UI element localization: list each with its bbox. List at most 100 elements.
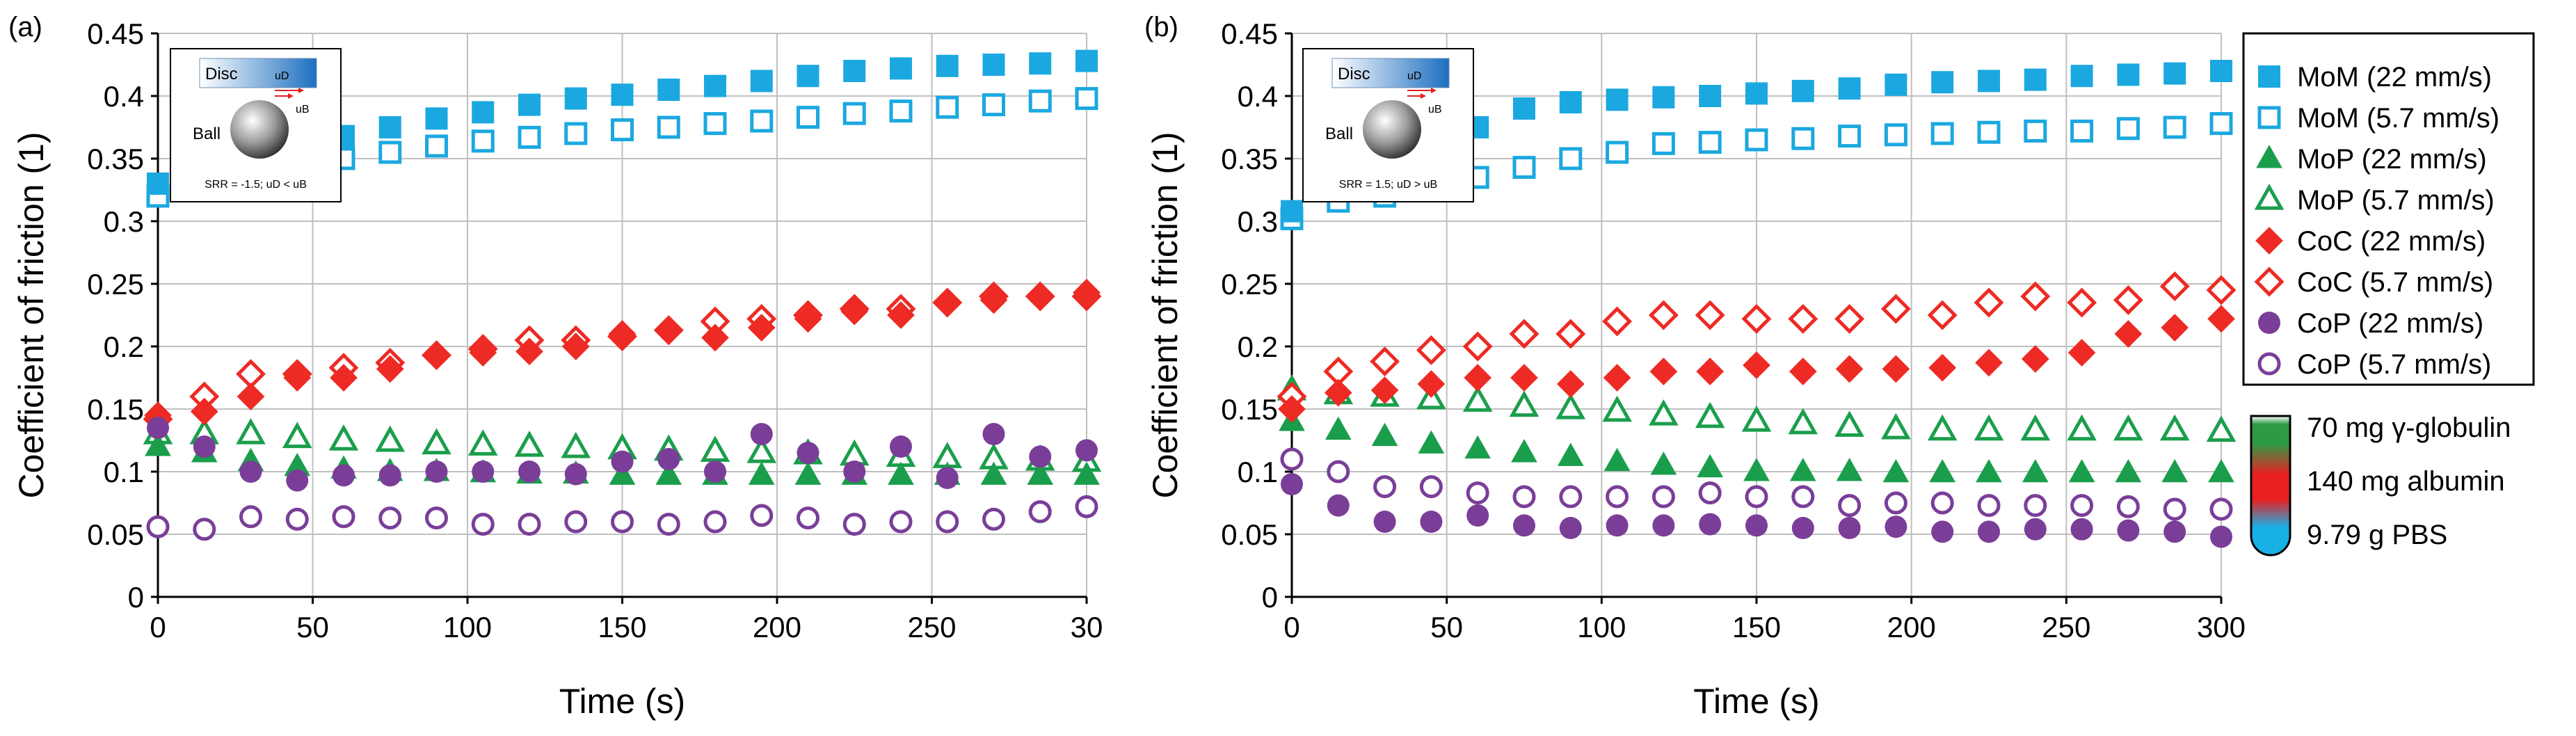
data-point (422, 428, 451, 455)
data-point (982, 93, 1005, 117)
data-point (1555, 319, 1586, 349)
data-point (657, 115, 680, 139)
disc-shape (1331, 58, 1450, 88)
data-point (1029, 445, 1052, 468)
data-point (237, 383, 265, 410)
y-tick-label: 0.1 (1238, 456, 1278, 488)
data-point (2024, 68, 2047, 91)
data-point (1838, 494, 1862, 518)
data-point (1696, 358, 1725, 385)
x-tick-label: 150 (1732, 611, 1781, 643)
data-point (2021, 345, 2049, 373)
data-point (657, 448, 680, 470)
data-point (564, 463, 587, 486)
data-point (1741, 406, 1772, 432)
data-point (1651, 485, 1675, 509)
data-point (564, 122, 588, 145)
data-point (1884, 491, 1907, 515)
data-point (701, 323, 729, 352)
data-point (1745, 82, 1768, 105)
data-point (794, 461, 822, 485)
ball-label: Ball (1325, 125, 1353, 143)
data-point (1885, 515, 1907, 538)
data-point (1881, 413, 1911, 440)
data-point (1325, 416, 1352, 440)
data-point (1559, 91, 1582, 113)
data-point (2163, 497, 2186, 521)
panel-b-chart: 0 0.05 0.1 0.15 0.2 0.25 0.3 0.35 0.4 0.45 0 50 100 1… (1144, 12, 2246, 721)
data-point (2206, 275, 2237, 305)
data-point (378, 506, 402, 530)
data-point (2210, 525, 2232, 548)
legend-entry: MoM (5.7 mm/s) (2297, 103, 2499, 134)
y-tick-label: 0.05 (1221, 518, 1278, 551)
disc-shape (199, 58, 317, 88)
data-point (1834, 410, 1864, 437)
data-point (1029, 52, 1052, 75)
y-tick-label: 0.35 (1221, 143, 1278, 175)
data-point (700, 435, 730, 462)
data-point (843, 60, 866, 82)
y-tick-label: 0 (1262, 581, 1278, 614)
data-point (890, 57, 912, 80)
data-point (514, 431, 545, 457)
x-tick-label: 0 (1283, 611, 1299, 643)
data-point (239, 461, 262, 483)
data-point (842, 513, 866, 536)
data-point (1697, 454, 1724, 478)
data-point (1512, 485, 1536, 509)
y-tick-label: 0 (128, 581, 144, 614)
data-point (1416, 335, 1446, 365)
legend-marker (2256, 145, 2282, 168)
data-point (1789, 358, 1817, 385)
data-point (378, 116, 401, 138)
ud-arrowhead (298, 88, 304, 93)
data-point (750, 70, 773, 93)
data-point (1606, 88, 1629, 111)
data-point (2161, 314, 2189, 342)
data-point (1652, 514, 1675, 537)
data-point (1559, 485, 1583, 509)
data-point (748, 461, 775, 485)
data-point (1885, 73, 1907, 96)
x-tick-label: 150 (598, 611, 646, 643)
data-point (328, 424, 359, 451)
data-point (515, 337, 543, 366)
data-point (1027, 461, 1054, 485)
data-point (2024, 518, 2047, 541)
data-point (1699, 85, 1722, 107)
data-point (1606, 514, 1629, 537)
data-point (1791, 127, 1815, 150)
data-point (193, 518, 216, 541)
data-point (1509, 319, 1539, 349)
data-point (1603, 364, 1631, 392)
data-point (2024, 119, 2047, 143)
data-point (1370, 346, 1400, 377)
ball-label: Ball (193, 125, 221, 143)
data-point (2067, 287, 2097, 318)
data-point (1026, 282, 1055, 310)
legend-entry: MoM (22 mm/s) (2297, 62, 2492, 93)
data-point (2159, 271, 2190, 302)
data-point (1462, 331, 1493, 362)
data-point (147, 173, 169, 195)
data-point (472, 101, 495, 124)
data-point (2117, 519, 2140, 542)
data-point (1791, 79, 1814, 102)
data-point (193, 435, 216, 458)
data-point (1930, 122, 1954, 145)
panel-a-chart: 0 0.05 0.1 0.15 0.2 0.25 0.3 0.35 0.4 0.45 0 50 100 1… (8, 12, 1103, 721)
data-point (1417, 370, 1446, 398)
data-point (2113, 414, 2143, 441)
ball-shape (1363, 100, 1421, 159)
ub-arrowhead (288, 93, 294, 99)
data-point (378, 464, 401, 487)
vial-shape (2250, 415, 2291, 557)
data-point (2206, 415, 2237, 442)
data-point (1281, 200, 1303, 223)
data-point (1695, 300, 1725, 330)
data-point (890, 435, 912, 458)
vial-label: 70 mg γ-globulin (2307, 413, 2511, 443)
data-point (1834, 303, 1865, 334)
